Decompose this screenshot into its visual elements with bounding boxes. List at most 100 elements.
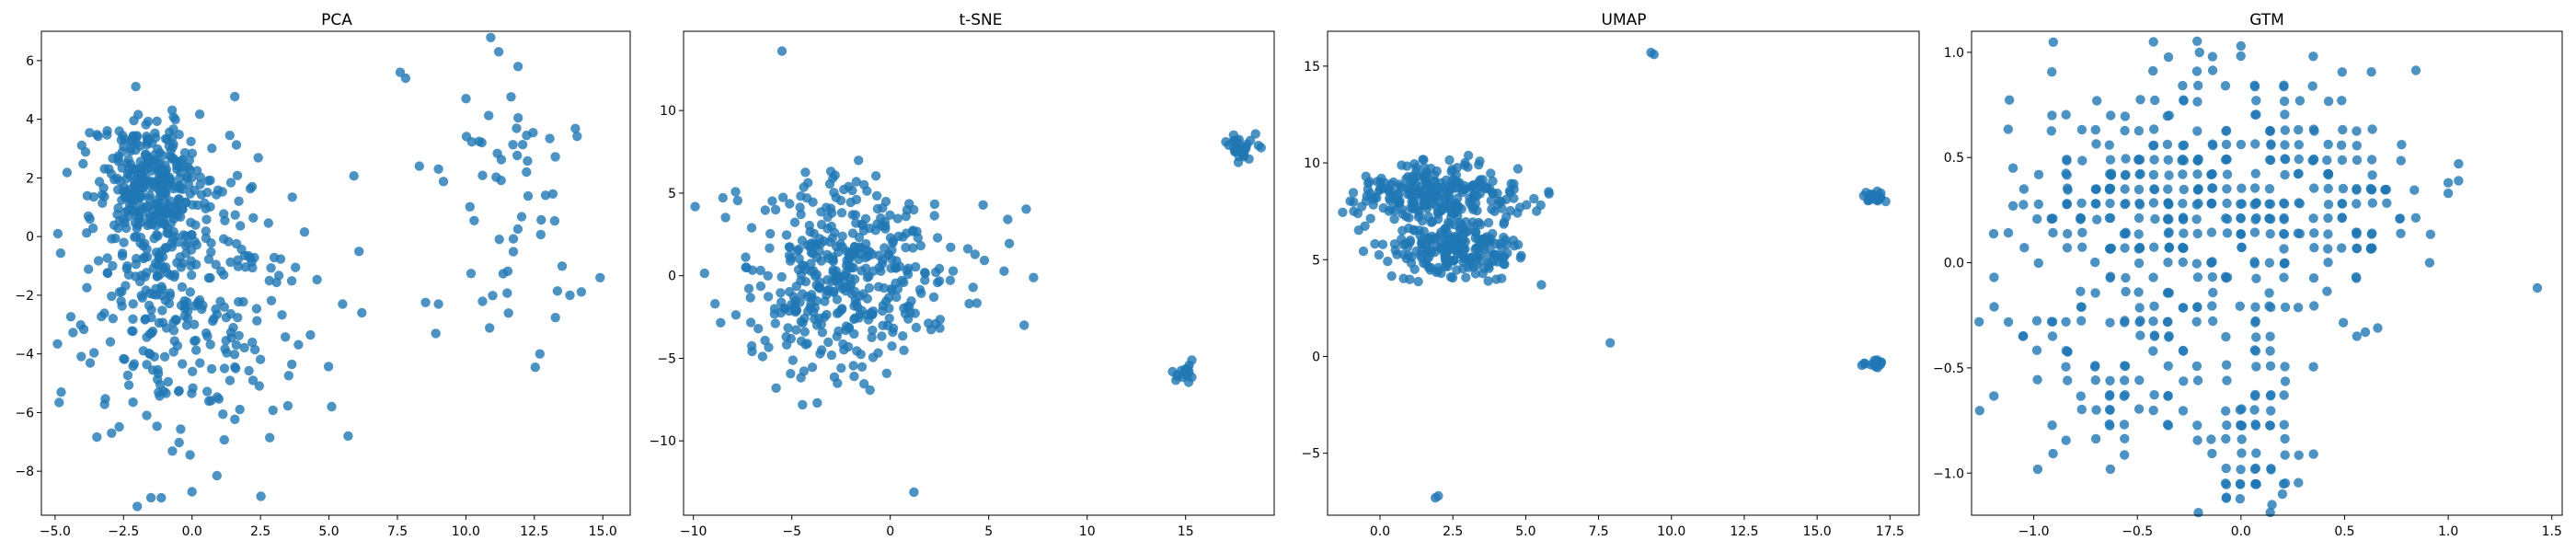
data-point xyxy=(1447,241,1457,251)
data-point xyxy=(2120,125,2130,136)
data-point xyxy=(114,287,125,297)
data-point xyxy=(493,47,504,57)
data-point xyxy=(1409,224,1419,235)
data-point xyxy=(508,247,519,257)
data-point xyxy=(2104,391,2115,401)
data-point xyxy=(219,434,229,445)
data-point xyxy=(2106,110,2116,121)
data-point xyxy=(970,249,981,259)
data-point xyxy=(146,182,157,192)
data-point xyxy=(2251,96,2261,106)
data-point xyxy=(203,254,214,264)
data-point xyxy=(2236,479,2246,489)
data-point xyxy=(2191,316,2202,327)
data-point xyxy=(2221,479,2232,489)
data-point xyxy=(2133,404,2145,414)
data-point xyxy=(1499,219,1509,229)
data-point xyxy=(2134,316,2145,328)
data-point xyxy=(1250,129,1260,139)
data-point xyxy=(845,197,856,208)
data-point xyxy=(2062,155,2072,165)
panel-gtm-points xyxy=(1974,36,2543,518)
data-point xyxy=(2179,96,2189,106)
data-point xyxy=(847,228,858,238)
data-point xyxy=(128,164,139,174)
data-point xyxy=(1458,230,1468,241)
data-point xyxy=(1974,406,1984,416)
data-point xyxy=(1496,197,1507,207)
data-point xyxy=(901,242,911,253)
data-point xyxy=(807,290,817,300)
data-point xyxy=(110,233,121,244)
data-point xyxy=(2206,434,2216,444)
data-point xyxy=(821,202,832,213)
data-point xyxy=(788,355,798,365)
data-point xyxy=(2089,362,2100,372)
data-point xyxy=(100,394,110,404)
data-point xyxy=(135,141,145,151)
data-point xyxy=(89,348,99,358)
data-point xyxy=(2018,331,2029,341)
data-point xyxy=(185,189,195,199)
data-point xyxy=(1357,201,1367,212)
data-point xyxy=(830,170,840,180)
data-point xyxy=(2396,228,2406,238)
data-point xyxy=(107,428,117,438)
x-tick-label: −5.0 xyxy=(40,524,71,539)
data-point xyxy=(856,350,866,360)
data-point xyxy=(2090,375,2100,385)
data-point xyxy=(231,140,242,150)
data-point xyxy=(867,332,877,342)
data-point xyxy=(144,190,155,201)
data-point xyxy=(2047,316,2058,327)
data-point xyxy=(119,353,129,364)
data-point xyxy=(2367,198,2377,208)
data-point xyxy=(433,164,443,174)
data-point xyxy=(2249,405,2260,415)
data-point xyxy=(2264,258,2275,268)
data-point xyxy=(2004,95,2015,105)
data-point xyxy=(2192,302,2202,312)
data-point xyxy=(1420,163,1430,173)
data-point xyxy=(195,172,205,182)
data-point xyxy=(753,324,764,334)
data-point xyxy=(254,381,265,391)
data-point xyxy=(2294,124,2304,135)
data-point xyxy=(811,320,822,330)
data-point xyxy=(785,242,795,252)
data-point xyxy=(1396,182,1406,192)
data-point xyxy=(2018,200,2029,210)
data-point xyxy=(231,363,241,374)
data-point xyxy=(859,379,869,389)
data-point xyxy=(167,446,178,456)
x-tick-label: 0 xyxy=(886,524,894,539)
data-point xyxy=(2367,228,2377,238)
data-point xyxy=(2162,139,2173,150)
data-point xyxy=(2193,80,2203,91)
data-point xyxy=(2280,450,2290,460)
data-point xyxy=(338,299,348,309)
data-point xyxy=(206,396,216,406)
data-point xyxy=(834,326,844,337)
data-point xyxy=(999,266,1009,276)
y-tick-label: −5 xyxy=(1301,447,1320,462)
data-point xyxy=(150,259,161,269)
data-point xyxy=(2265,229,2275,239)
data-point xyxy=(465,201,475,212)
data-point xyxy=(836,208,847,218)
data-point xyxy=(828,252,838,262)
data-point xyxy=(1536,280,1547,290)
data-point xyxy=(2366,155,2377,165)
data-point xyxy=(2032,464,2043,475)
data-point xyxy=(771,383,781,393)
data-point xyxy=(1989,391,1999,401)
data-point xyxy=(1385,195,1396,206)
data-point xyxy=(928,292,939,303)
data-point xyxy=(146,328,156,339)
data-point xyxy=(122,261,132,271)
data-point xyxy=(2032,374,2042,385)
data-point xyxy=(2148,405,2158,416)
data-point xyxy=(161,175,172,185)
data-point xyxy=(177,204,188,214)
data-point xyxy=(2249,259,2260,269)
